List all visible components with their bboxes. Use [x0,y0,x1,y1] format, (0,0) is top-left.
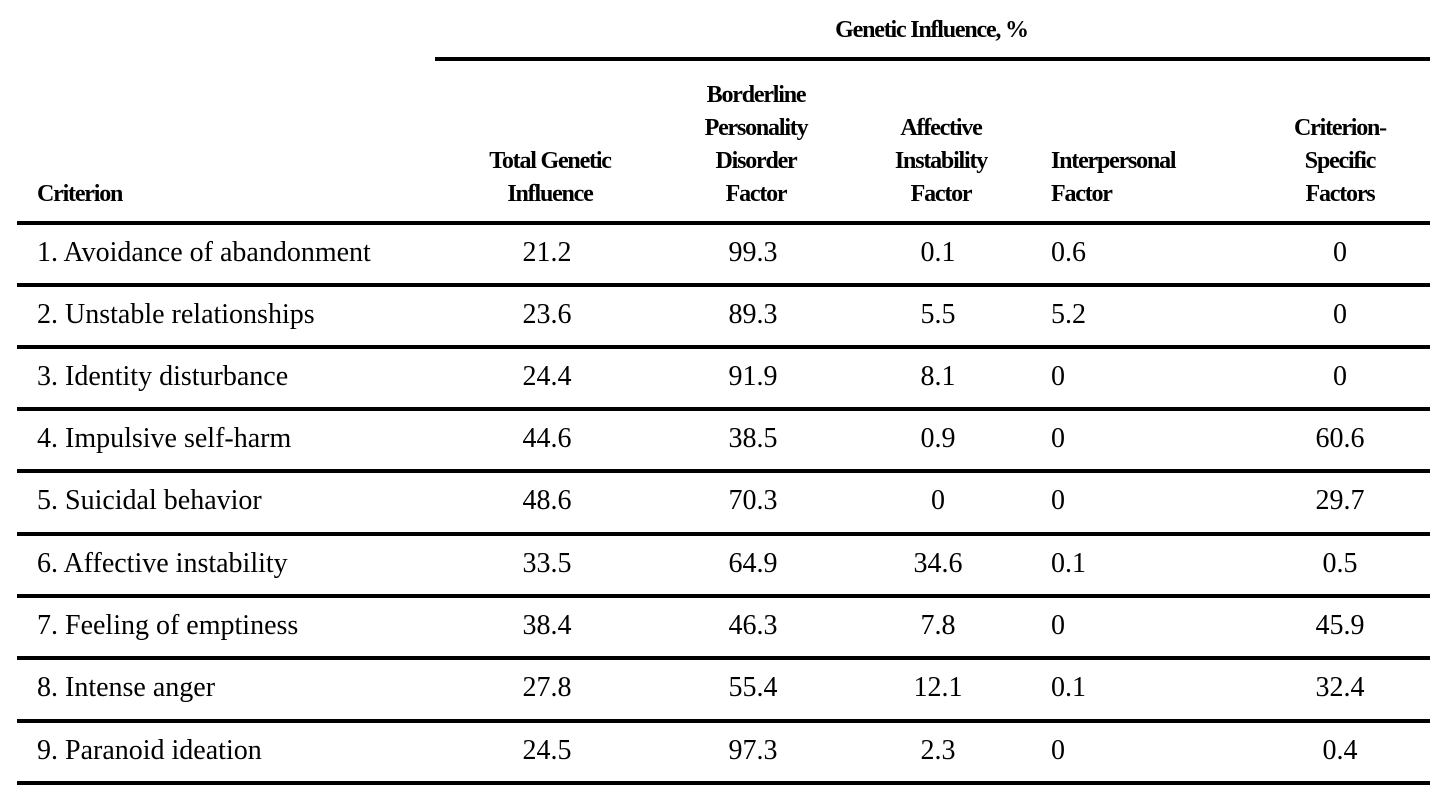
header-line: Instability [894,148,988,174]
interpersonal-factor-cell: 0 [1051,610,1065,641]
header-total-genetic-influence: Total Genetic Influence [440,145,660,211]
bpd-factor-cell: 89.3 [728,299,778,330]
header-line: Disorder [715,148,797,174]
criterion-specific-cell: 0 [1333,237,1347,268]
total-genetic-cell: 33.5 [522,548,572,579]
table-row: 7. Feeling of emptiness 38.4 46.3 7.8 0 … [17,594,1430,656]
criterion-cell: 8. Intense anger [37,672,216,703]
bpd-factor-cell: 99.3 [728,237,778,268]
header-line: Factor [910,181,973,207]
header-line: Factor [1051,181,1113,207]
interpersonal-factor-cell: 5.2 [1051,299,1086,330]
criterion-specific-cell: 0 [1333,361,1347,392]
table-row: 5. Suicidal behavior 48.6 70.3 0 0 29.7 [17,469,1430,531]
affective-factor-cell: 8.1 [920,361,956,392]
table-row: 3. Identity disturbance 24.4 91.9 8.1 0 … [17,345,1430,407]
criterion-specific-cell: 0 [1333,299,1347,330]
header-line: Borderline [706,82,807,108]
header-line: Factors [1305,181,1376,207]
criterion-specific-cell: 32.4 [1315,672,1365,703]
criterion-specific-cell: 45.9 [1315,610,1365,641]
group-title: Genetic Influence, % [835,17,1029,43]
header-criterion-specific-factors: Criterion- Specific Factors [1255,112,1425,211]
bpd-factor-cell: 55.4 [728,672,778,703]
header-criterion: Criterion [37,181,123,207]
total-genetic-cell: 38.4 [522,610,572,641]
criterion-cell: 2. Unstable relationships [37,299,315,330]
interpersonal-factor-cell: 0 [1051,485,1065,516]
header-affective-instability-factor: Affective Instability Factor [856,112,1026,211]
criterion-cell: 1. Avoidance of abandonment [37,237,371,268]
total-genetic-cell: 27.8 [522,672,572,703]
table-row: 2. Unstable relationships 23.6 89.3 5.5 … [17,283,1430,345]
table-row: 4. Impulsive self-harm 44.6 38.5 0.9 0 6… [17,407,1430,469]
header-line: Factor [725,181,788,207]
affective-factor-cell: 0.1 [920,237,956,268]
total-genetic-cell: 24.5 [522,735,572,766]
criterion-specific-cell: 0.4 [1322,735,1358,766]
affective-factor-cell: 0 [931,485,945,516]
bpd-factor-cell: 38.5 [728,423,778,454]
header-line: Criterion- [1294,115,1387,141]
header-line: Interpersonal [1051,148,1177,174]
table-row: 6. Affective instability 33.5 64.9 34.6 … [17,532,1430,594]
header-line: Total Genetic [489,148,612,174]
total-genetic-cell: 23.6 [522,299,572,330]
table-row: 1. Avoidance of abandonment 21.2 99.3 0.… [17,221,1430,283]
table-row: 8. Intense anger 27.8 55.4 12.1 0.1 32.4 [17,656,1430,718]
header-line: Influence [507,181,593,207]
bpd-factor-cell: 64.9 [728,548,778,579]
criterion-cell: 5. Suicidal behavior [37,485,262,516]
bpd-factor-cell: 97.3 [728,735,778,766]
group-rule [435,57,1430,61]
header-line: Specific [1304,148,1377,174]
criterion-specific-cell: 60.6 [1315,423,1365,454]
criterion-specific-cell: 0.5 [1322,548,1358,579]
header-bpd-factor: Borderline Personality Disorder Factor [656,79,856,211]
affective-factor-cell: 7.8 [920,610,956,641]
header-line: Personality [704,115,809,141]
header-line: Affective [900,115,982,141]
bpd-factor-cell: 91.9 [728,361,778,392]
criterion-specific-cell: 29.7 [1315,485,1365,516]
bpd-factor-cell: 46.3 [728,610,778,641]
affective-factor-cell: 0.9 [920,423,956,454]
total-genetic-cell: 21.2 [522,237,572,268]
criterion-cell: 9. Paranoid ideation [37,735,262,766]
affective-factor-cell: 12.1 [913,672,963,703]
interpersonal-factor-cell: 0.1 [1051,672,1086,703]
bpd-factor-cell: 70.3 [728,485,778,516]
criterion-cell: 7. Feeling of emptiness [37,610,299,641]
affective-factor-cell: 5.5 [920,299,956,330]
interpersonal-factor-cell: 0 [1051,423,1065,454]
interpersonal-factor-cell: 0 [1051,361,1065,392]
total-genetic-cell: 24.4 [522,361,572,392]
total-genetic-cell: 44.6 [522,423,572,454]
header-interpersonal-factor: Interpersonal Factor [1051,145,1177,211]
criterion-cell: 3. Identity disturbance [37,361,289,392]
total-genetic-cell: 48.6 [522,485,572,516]
affective-factor-cell: 34.6 [913,548,963,579]
criterion-cell: 6. Affective instability [37,548,288,579]
interpersonal-factor-cell: 0.6 [1051,237,1086,268]
interpersonal-factor-cell: 0.1 [1051,548,1086,579]
criterion-cell: 4. Impulsive self-harm [37,423,292,454]
interpersonal-factor-cell: 0 [1051,735,1065,766]
table-row: 9. Paranoid ideation 24.5 97.3 2.3 0 0.4 [17,719,1430,785]
affective-factor-cell: 2.3 [920,735,956,766]
